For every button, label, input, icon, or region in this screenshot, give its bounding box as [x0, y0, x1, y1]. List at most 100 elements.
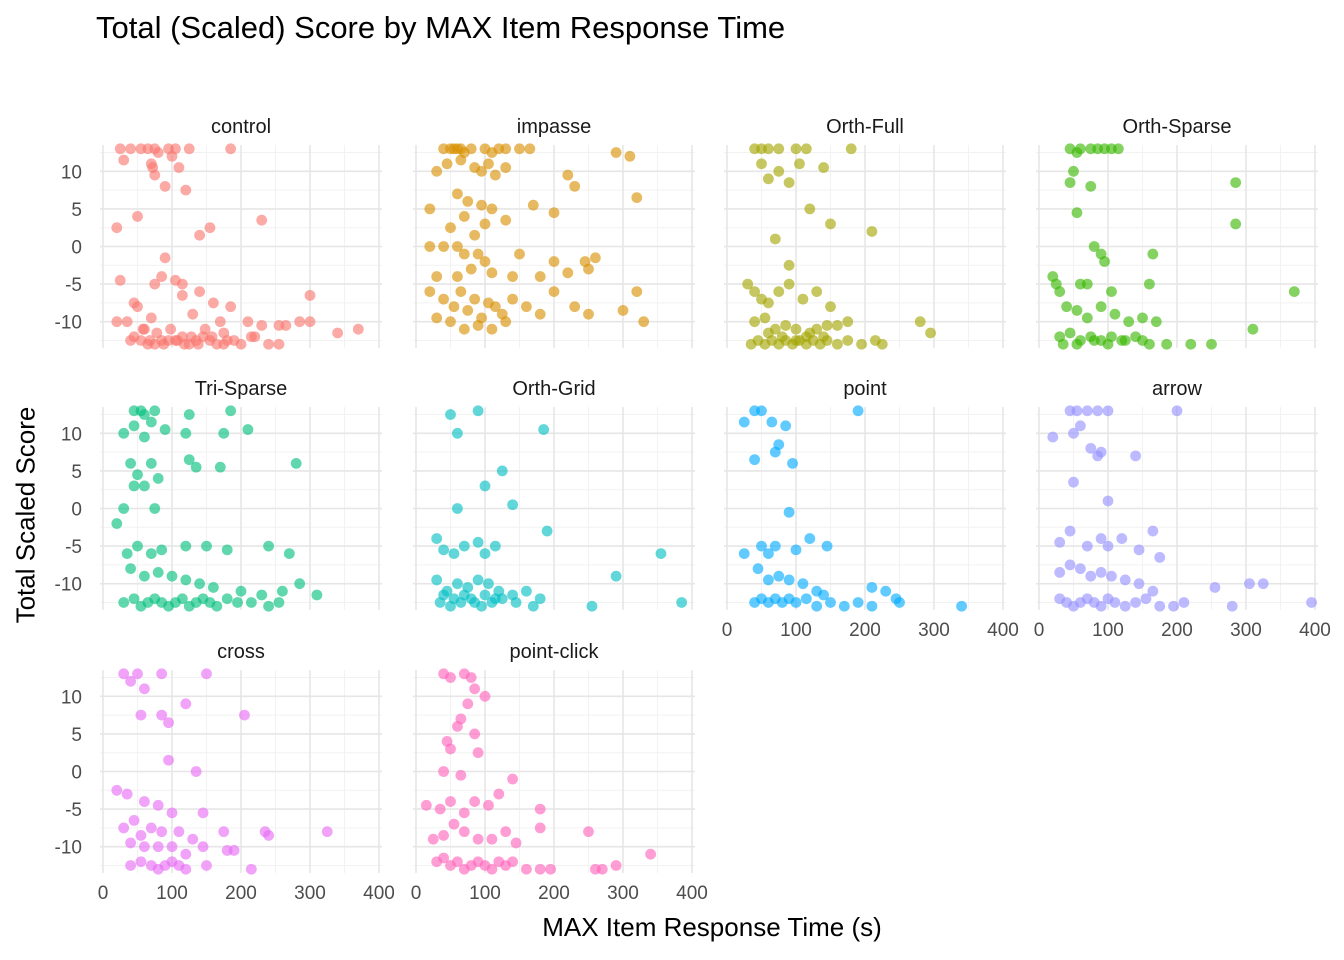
data-point: [156, 544, 168, 556]
data-point: [221, 335, 233, 346]
data-point: [1178, 597, 1190, 608]
y-tick-label: 10: [61, 687, 82, 708]
data-point: [763, 327, 774, 339]
data-point: [1071, 305, 1083, 316]
data-point: [151, 327, 163, 339]
data-point: [780, 420, 792, 432]
data-point: [818, 589, 829, 601]
data-point: [486, 863, 498, 875]
data-point: [790, 544, 802, 556]
data-point: [431, 312, 443, 324]
data-point: [121, 316, 133, 328]
data-point: [438, 830, 449, 841]
data-point: [925, 327, 936, 339]
facet-strip-label: point: [843, 378, 887, 400]
data-point: [769, 233, 781, 245]
data-point: [617, 305, 629, 316]
data-point: [199, 323, 211, 335]
data-point: [756, 158, 767, 170]
data-point: [507, 271, 518, 282]
data-point: [145, 548, 157, 560]
data-point: [125, 457, 136, 469]
data-point: [1081, 278, 1093, 290]
data-point: [173, 162, 185, 173]
data-point: [1106, 286, 1117, 298]
data-point: [245, 331, 257, 343]
data-point: [180, 184, 192, 196]
data-point: [787, 457, 798, 469]
data-point: [452, 720, 463, 732]
data-point: [1085, 442, 1097, 454]
data-point: [180, 863, 192, 875]
data-point: [825, 597, 836, 608]
data-point: [128, 480, 140, 492]
y-tick-label: -5: [65, 537, 82, 558]
data-point: [111, 784, 123, 796]
data-point: [165, 323, 177, 335]
data-point: [797, 293, 809, 305]
data-point: [183, 143, 195, 155]
data-point: [118, 427, 130, 439]
data-point: [294, 578, 306, 590]
data-point: [277, 585, 288, 597]
x-axis-label: MAX Item Response Time (s): [542, 912, 882, 942]
data-point: [479, 480, 491, 492]
data-point: [420, 799, 432, 811]
data-point: [458, 826, 470, 838]
data-point: [1154, 600, 1166, 612]
data-point: [176, 593, 188, 605]
data-point: [187, 833, 199, 845]
data-point: [152, 567, 164, 578]
x-tick-label: 400: [676, 883, 708, 904]
data-point: [1047, 431, 1059, 443]
data-point: [132, 469, 143, 481]
data-point: [610, 570, 622, 582]
data-point: [431, 271, 443, 282]
data-point: [445, 409, 456, 420]
data-point: [137, 323, 149, 335]
data-point: [1130, 597, 1141, 608]
facet-panel-orth-grid: Orth-Grid: [413, 378, 695, 612]
data-point: [583, 263, 594, 275]
data-point: [128, 420, 140, 432]
data-point: [166, 841, 178, 853]
data-point: [1168, 600, 1179, 612]
data-point: [438, 544, 449, 556]
data-point: [190, 766, 202, 777]
data-point: [1247, 323, 1259, 335]
data-point: [521, 585, 532, 597]
x-tick-label: 0: [411, 883, 422, 904]
data-point: [218, 826, 230, 838]
data-point: [424, 203, 436, 215]
data-point: [773, 286, 785, 298]
data-point: [489, 301, 501, 313]
data-point: [183, 454, 195, 466]
data-point: [149, 278, 161, 290]
x-tick-label: 200: [849, 620, 881, 641]
x-tick-label: 300: [607, 883, 639, 904]
data-point: [294, 316, 306, 328]
y-tick-label: 0: [71, 763, 82, 784]
data-point: [121, 548, 133, 560]
data-point: [156, 668, 168, 680]
data-point: [479, 548, 491, 560]
data-point: [180, 427, 192, 439]
facet-strip-label: Tri-Sparse: [195, 378, 288, 400]
data-point: [204, 222, 216, 234]
data-point: [818, 162, 829, 173]
data-point: [866, 600, 878, 612]
data-point: [486, 267, 498, 279]
data-point: [1306, 597, 1317, 608]
data-point: [452, 427, 463, 439]
data-point: [455, 769, 467, 781]
data-point: [483, 578, 494, 590]
data-point: [1095, 567, 1107, 578]
data-point: [1095, 446, 1107, 458]
facet-panel-point: point 0 100 200 300 400: [722, 378, 1019, 641]
data-point: [472, 833, 484, 845]
data-point: [1081, 312, 1093, 324]
data-point: [1130, 450, 1141, 462]
data-point: [152, 473, 164, 484]
data-point: [1064, 177, 1076, 188]
data-point: [445, 796, 456, 807]
